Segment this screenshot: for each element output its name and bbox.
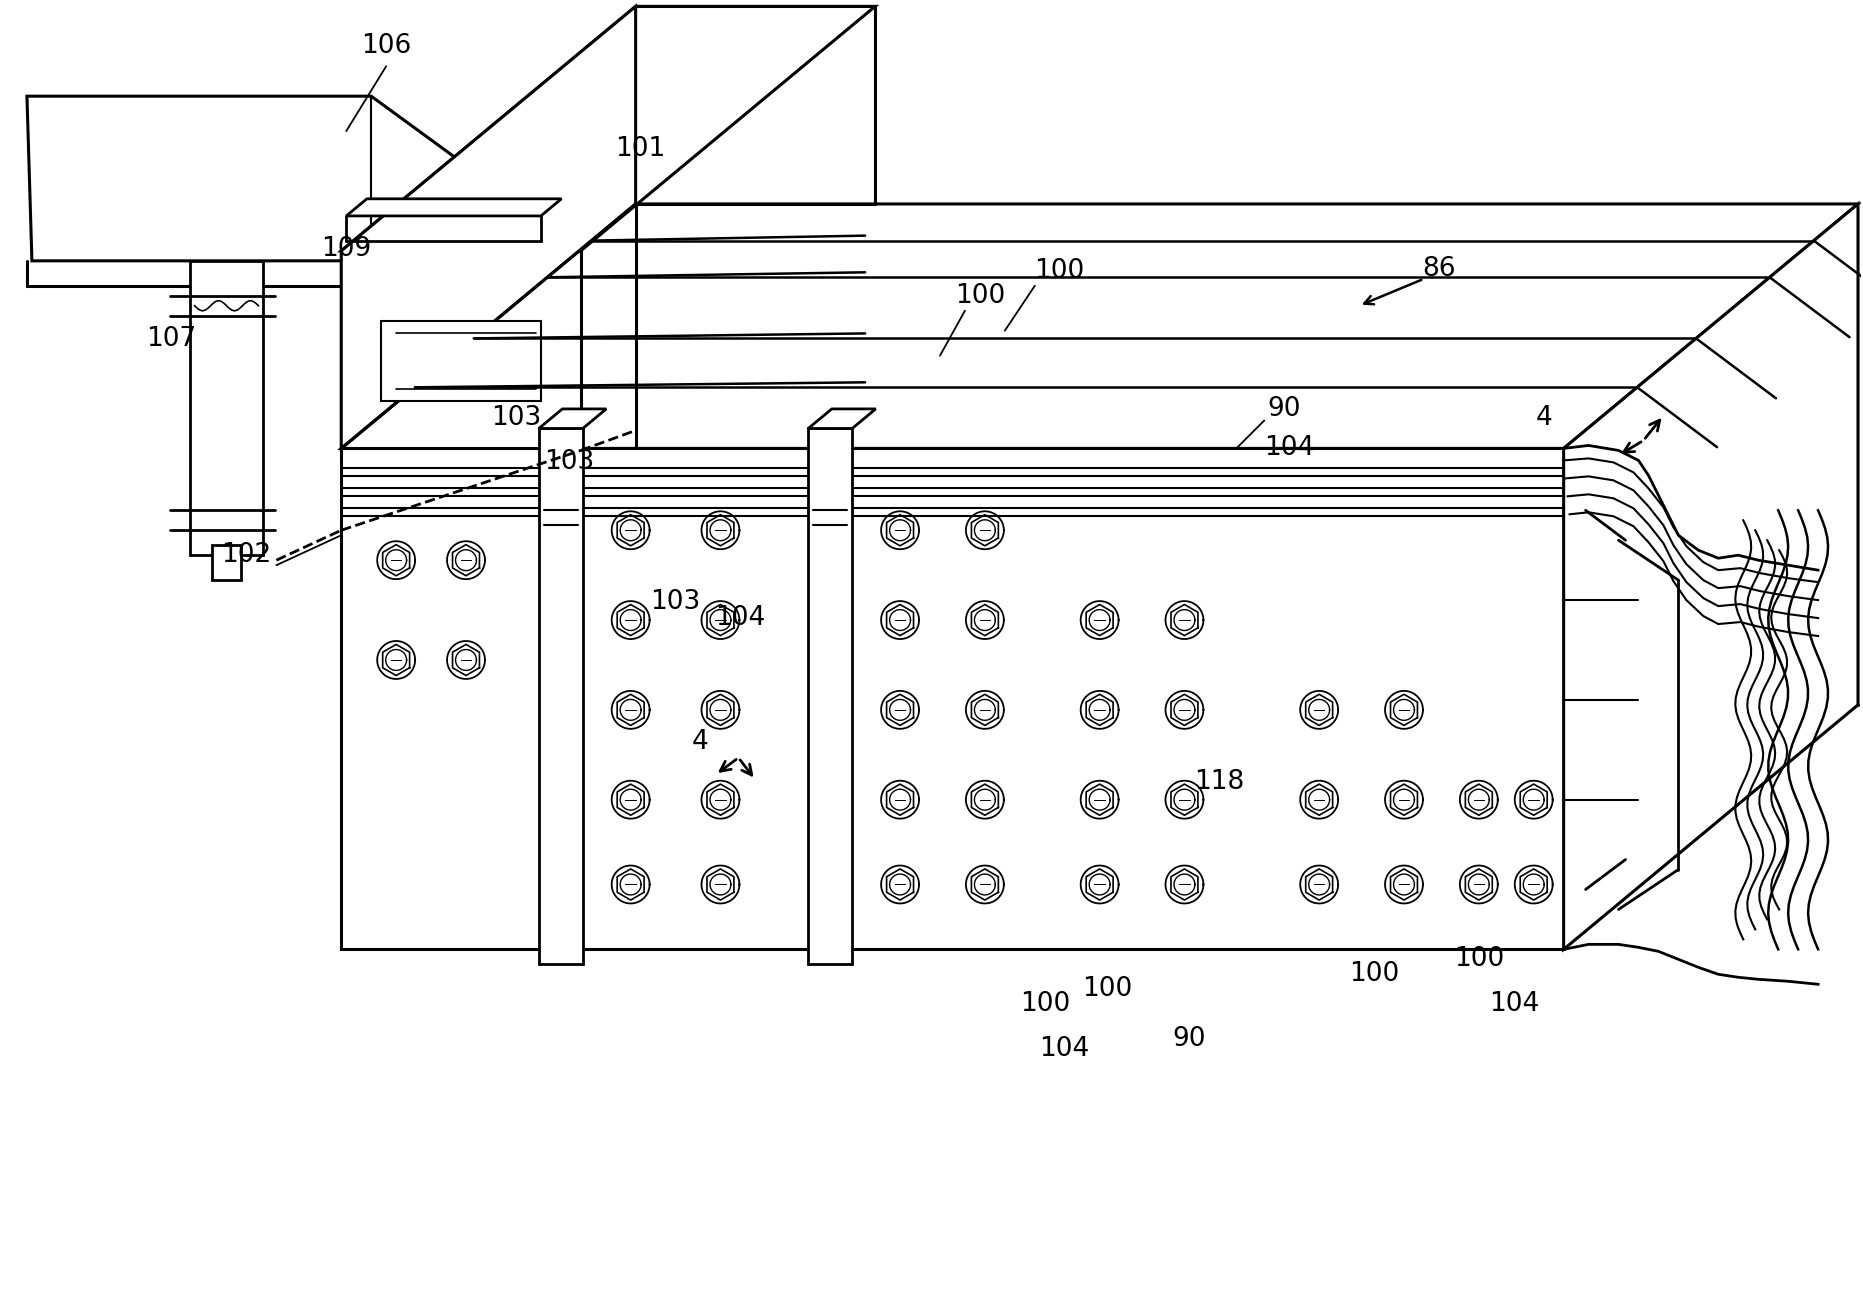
Polygon shape [341, 204, 1857, 449]
Text: 101: 101 [615, 136, 665, 162]
Polygon shape [190, 261, 263, 555]
Text: 103: 103 [544, 449, 594, 476]
Text: 109: 109 [320, 236, 371, 262]
Polygon shape [538, 428, 583, 965]
Text: 90: 90 [1172, 1026, 1205, 1052]
Polygon shape [341, 6, 876, 250]
Text: 100: 100 [1453, 947, 1503, 973]
Text: 103: 103 [490, 406, 540, 432]
Text: 100: 100 [1034, 258, 1084, 284]
Polygon shape [809, 428, 851, 965]
Text: 102: 102 [222, 542, 272, 568]
Text: 100: 100 [1019, 991, 1069, 1017]
Text: 104: 104 [1489, 991, 1539, 1017]
Text: 100: 100 [954, 283, 1004, 309]
Polygon shape [382, 320, 540, 401]
Text: 86: 86 [1421, 256, 1455, 281]
Text: 90: 90 [1267, 396, 1300, 422]
Text: 100: 100 [1082, 977, 1133, 1003]
Polygon shape [26, 96, 555, 261]
Polygon shape [538, 409, 605, 428]
Text: 107: 107 [147, 326, 197, 351]
Polygon shape [341, 449, 1563, 949]
Text: 106: 106 [361, 34, 412, 60]
Polygon shape [341, 6, 635, 449]
Text: 103: 103 [650, 589, 700, 615]
Text: 118: 118 [1194, 769, 1244, 795]
Text: 104: 104 [1265, 436, 1315, 462]
Polygon shape [347, 198, 561, 215]
Polygon shape [212, 545, 242, 580]
Text: 104: 104 [1040, 1036, 1090, 1062]
Polygon shape [809, 409, 876, 428]
Text: 4: 4 [693, 729, 708, 755]
Polygon shape [1563, 204, 1857, 949]
Text: 100: 100 [1349, 961, 1399, 987]
Text: 4: 4 [1535, 406, 1552, 432]
Text: 104: 104 [715, 606, 766, 632]
Polygon shape [341, 250, 581, 449]
